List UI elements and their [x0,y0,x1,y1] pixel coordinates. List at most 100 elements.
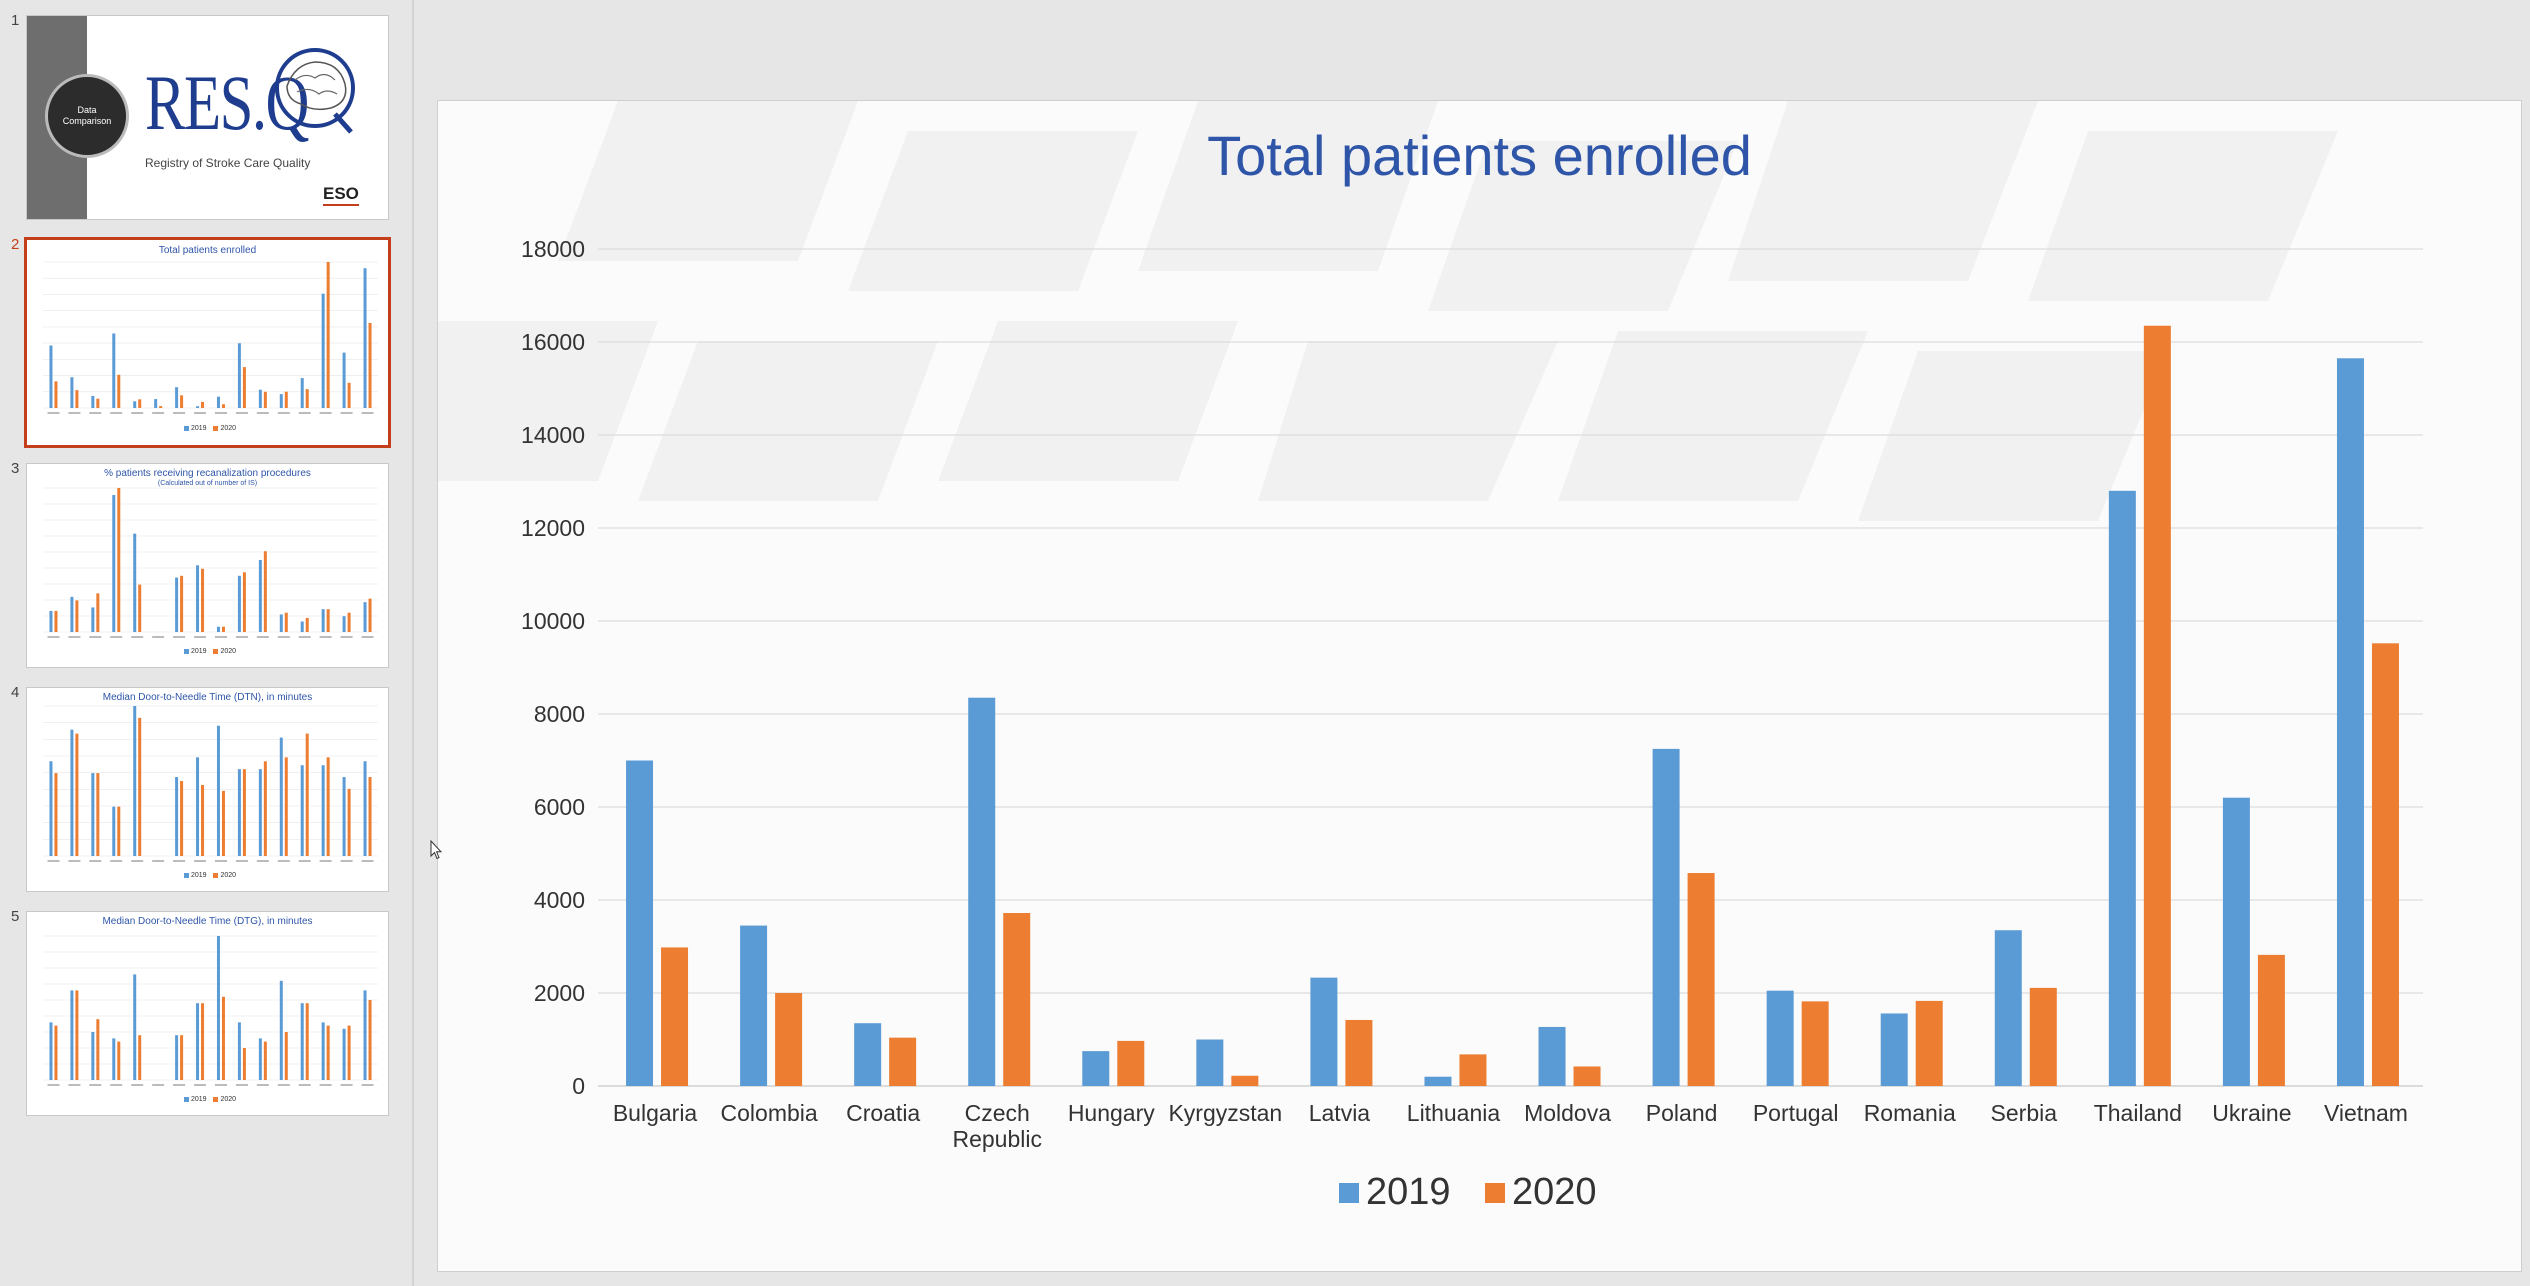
bar-2019-romania[interactable] [1880,1013,1908,1086]
slide-background-pattern [438,101,2338,521]
bar-chart[interactable]: 0 2000 4000 6000 8000 10000 12000 14000 16000 180… [438,101,2521,1271]
mini-bar [117,1041,121,1080]
mini-bar [321,1022,325,1080]
mini-bar [117,374,121,408]
bar-2019-vietnam[interactable] [2336,358,2364,1086]
mini-bar [258,1038,262,1080]
mini-bar [49,1022,53,1080]
mini-bar [180,395,184,408]
slide-thumbnail-5[interactable]: Median Door-to-Needle Time (DTG), in min… [26,911,389,1116]
mini-bar [279,980,283,1080]
x-tick-label: Moldova [1524,1100,1611,1126]
mini-bar [91,395,95,408]
mini-bar [279,737,283,856]
bar-2019-poland[interactable] [1652,748,1680,1086]
mini-x-label [47,1084,60,1086]
bar-2019-latvia[interactable] [1310,977,1338,1086]
slide-thumbnail-3[interactable]: % patients receiving recanalization proc… [26,463,389,668]
bar-2020-latvia[interactable] [1345,1019,1373,1086]
bar-2019-colombia[interactable] [740,925,768,1086]
bar-2019-serbia[interactable] [1994,930,2022,1086]
mini-x-label [235,412,248,414]
legend-2019: 2019 [190,425,207,432]
bar-2020-kyrgyzstan[interactable] [1231,1075,1259,1086]
bar-2019-kyrgyzstan[interactable] [1196,1039,1224,1087]
slide-thumbnail-1[interactable]: Data Comparison RES.Q Registry of Stroke… [26,15,389,220]
mini-bar [70,990,74,1080]
slide-3-mini-chart [43,487,378,638]
bar-2020-croatia[interactable] [889,1037,917,1086]
mini-bar [368,598,372,632]
mini-x-label [319,636,332,638]
mini-x-label [89,412,102,414]
x-tick-label: Croatia [846,1100,920,1126]
mini-x-label [361,636,374,638]
bar-2019-czech-republic[interactable] [968,697,996,1086]
slide-thumbnail-2[interactable]: Total patients enrolled 2019 2020 [24,237,391,448]
mini-bar [237,1022,241,1080]
bar-2019-ukraine[interactable] [2222,797,2250,1086]
mini-bar [305,1003,309,1080]
mini-bar [201,401,205,408]
mini-x-label [47,636,60,638]
mini-x-label [256,1084,269,1086]
mini-bar [242,572,246,632]
mini-bar [216,936,220,1080]
slide-4-legend: 2019 2020 [27,872,388,879]
mini-bar [201,784,205,856]
bar-2020-serbia[interactable] [2029,987,2057,1086]
mini-bar [133,706,137,856]
bar-2020-vietnam[interactable] [2371,643,2399,1086]
mini-x-label [298,860,311,862]
bar-2019-bulgaria[interactable] [626,760,654,1087]
bar-2020-portugal[interactable] [1801,1001,1829,1086]
mini-x-label [298,1084,311,1086]
x-tick-label: Ukraine [2212,1100,2291,1126]
mini-bar [49,610,53,632]
mini-bar [221,996,225,1080]
bar-2020-czech-republic[interactable] [1003,913,1031,1086]
mini-x-label [110,860,123,862]
mini-bar [70,377,74,408]
mini-bar [368,322,372,408]
mini-x-label [319,412,332,414]
slide-thumbnail-4[interactable]: Median Door-to-Needle Time (DTN), in min… [26,687,389,892]
mini-bar [237,769,241,856]
mini-bar [242,367,246,408]
slide-canvas[interactable]: Total patients enrolled 0 2000 4000 6000 800… [437,100,2522,1272]
registry-subtitle: Registry of Stroke Care Quality [145,156,311,170]
bar-2020-colombia[interactable] [775,993,803,1086]
mini-bar [305,617,309,632]
mini-bar [263,1041,267,1080]
mini-bar [133,974,137,1080]
bar-2019-moldova[interactable] [1538,1026,1566,1086]
mini-bar [175,577,179,632]
bar-2020-hungary[interactable] [1117,1040,1145,1086]
bar-2020-romania[interactable] [1915,1000,1943,1086]
mini-bar [70,729,74,856]
bar-2019-croatia[interactable] [854,1023,882,1086]
mini-bar [258,769,262,856]
mini-x-label [110,1084,123,1086]
chart-title[interactable]: Total patients enrolled [1207,124,1752,187]
bar-2020-bulgaria[interactable] [661,947,689,1086]
mini-bar [175,387,179,408]
bar-2019-hungary[interactable] [1082,1051,1110,1086]
bar-2020-ukraine[interactable] [2257,954,2285,1086]
mini-bar [300,378,304,408]
bar-2020-lithuania[interactable] [1459,1054,1487,1086]
bar-2019-portugal[interactable] [1766,990,1794,1086]
bar-2019-thailand[interactable] [2108,490,2136,1086]
mini-bar [305,389,309,408]
mini-bar [75,600,79,632]
x-tick-label: Thailand [2094,1100,2182,1126]
slide-3-subtitle: (Calculated out of number of IS) [157,480,258,487]
mini-bar [138,1035,142,1080]
bar-2020-poland[interactable] [1687,873,1715,1086]
x-tick-label: Republic [952,1126,1042,1152]
y-tick-label: 10000 [521,608,585,634]
mini-x-label [319,1084,332,1086]
bar-2020-thailand[interactable] [2143,325,2171,1087]
bar-2020-moldova[interactable] [1573,1066,1601,1086]
bar-2019-lithuania[interactable] [1424,1076,1452,1086]
